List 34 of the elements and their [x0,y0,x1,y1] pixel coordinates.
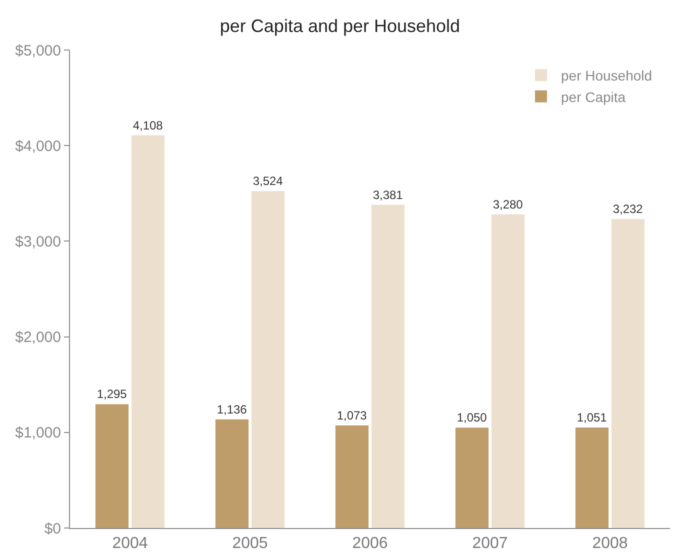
data-label: 4,108 [132,118,164,132]
data-label: 1,073 [336,408,368,422]
y-tick-label: $0 [44,520,61,538]
x-tick-label: 2005 [232,535,268,552]
legend-label: per Capita [561,88,626,105]
data-label: 3,381 [372,188,404,202]
data-label: 3,280 [492,197,524,212]
legend-label: per Household [561,68,652,84]
data-label: 3,524 [252,174,284,188]
bar [491,214,525,528]
bar [251,191,285,528]
bar [575,428,609,528]
data-label: 3,232 [612,202,644,216]
y-tick-label: $5,000 [15,42,61,60]
bar [335,425,369,528]
data-label: 1,295 [96,387,128,402]
data-label: 1,050 [456,410,488,425]
y-tick-label: $1,000 [15,424,61,442]
x-tick-label: 2006 [352,535,388,552]
bar [131,135,165,528]
data-label: 1,136 [216,402,248,416]
y-tick-label: $2,000 [15,329,61,346]
x-tick-label: 2007 [472,535,508,552]
x-tick-label: 2008 [592,535,628,552]
bar [215,419,249,528]
bar [455,428,489,528]
data-label: 1,051 [576,410,608,425]
y-tick-label: $3,000 [15,233,61,250]
chart-title: per Capita and per Household [220,16,460,36]
bar [95,404,129,528]
bar [611,219,645,528]
bar [371,204,405,528]
x-tick-label: 2004 [112,535,148,552]
y-tick-label: $4,000 [15,138,61,155]
